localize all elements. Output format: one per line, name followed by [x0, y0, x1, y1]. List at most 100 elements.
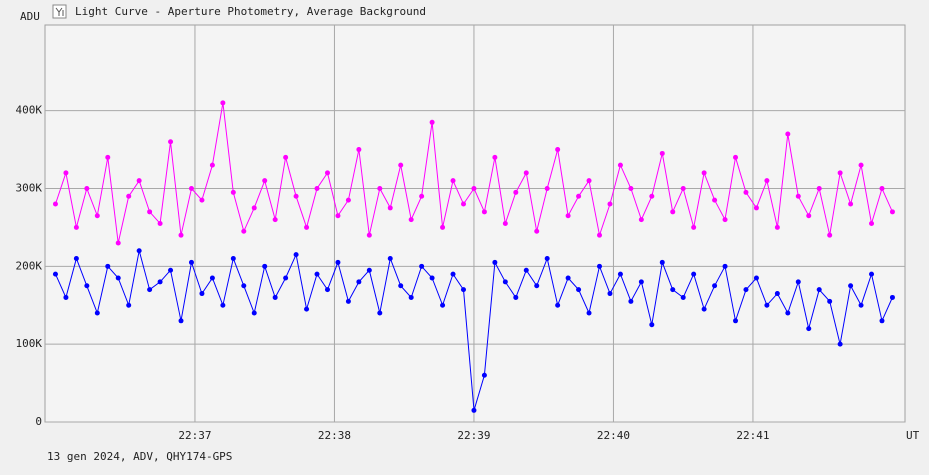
data-point: [544, 185, 550, 191]
data-point: [293, 252, 299, 258]
data-point: [534, 228, 540, 234]
data-point: [356, 279, 362, 285]
data-point: [230, 189, 236, 195]
data-point: [565, 275, 571, 281]
data-point: [157, 279, 163, 285]
data-point: [597, 263, 603, 269]
data-point: [816, 287, 822, 293]
data-point: [523, 170, 529, 176]
data-point: [555, 147, 561, 153]
data-point: [858, 162, 864, 168]
data-point: [722, 263, 728, 269]
data-point: [753, 275, 759, 281]
data-point: [115, 240, 121, 246]
data-point: [178, 232, 184, 238]
data-point: [827, 298, 833, 304]
data-point: [837, 170, 843, 176]
data-point: [136, 178, 142, 184]
data-point: [168, 139, 174, 145]
x-tick-label: 22:39: [457, 429, 490, 442]
data-point: [324, 287, 330, 293]
data-point: [680, 294, 686, 300]
data-point: [638, 279, 644, 285]
data-point: [73, 256, 79, 262]
y-tick-label: 400K: [16, 104, 43, 117]
data-point: [283, 275, 289, 281]
data-point: [199, 291, 205, 297]
data-point: [304, 224, 310, 230]
data-point: [115, 275, 121, 281]
data-point: [398, 283, 404, 289]
data-point: [178, 318, 184, 324]
data-point: [387, 205, 393, 211]
data-point: [502, 221, 508, 226]
data-point: [576, 193, 582, 199]
data-point: [408, 294, 414, 300]
data-point: [241, 283, 247, 289]
data-point: [262, 178, 268, 184]
data-point: [806, 326, 812, 332]
data-point: [429, 119, 435, 125]
data-point: [377, 185, 383, 191]
data-point: [691, 224, 697, 230]
data-point: [188, 259, 194, 265]
data-point: [638, 217, 644, 223]
y-tick-label: 0: [35, 415, 42, 428]
data-point: [858, 302, 864, 308]
data-point: [764, 302, 770, 308]
y-tick-label: 200K: [16, 259, 43, 272]
data-point: [837, 341, 843, 347]
data-point: [785, 131, 791, 137]
data-point: [879, 185, 885, 191]
data-point: [492, 154, 498, 160]
data-point: [84, 185, 90, 191]
data-point: [429, 275, 435, 281]
data-point: [199, 197, 205, 203]
data-point: [670, 209, 676, 215]
y-axis-label: ADU: [20, 10, 40, 23]
data-point: [440, 224, 446, 230]
data-point: [241, 228, 247, 234]
data-point: [544, 256, 550, 262]
data-point: [52, 201, 58, 207]
data-point: [889, 294, 895, 300]
data-point: [607, 201, 613, 207]
data-point: [649, 322, 655, 328]
data-point: [607, 291, 613, 297]
data-point: [377, 310, 383, 316]
data-point: [314, 185, 320, 191]
data-point: [168, 267, 174, 273]
data-point: [848, 283, 854, 289]
x-tick-label: 22:38: [318, 429, 351, 442]
data-point: [659, 259, 665, 265]
x-tick-label: 22:37: [178, 429, 211, 442]
x-tick-label: 22:40: [597, 429, 630, 442]
data-point: [136, 248, 142, 254]
data-point: [649, 193, 655, 199]
data-point: [879, 318, 885, 324]
data-point: [806, 213, 812, 219]
data-point: [105, 263, 111, 269]
data-point: [680, 185, 686, 191]
data-point: [869, 221, 875, 226]
data-point: [440, 302, 446, 308]
data-point: [848, 201, 854, 207]
data-point: [628, 298, 634, 304]
data-point: [460, 287, 466, 293]
data-point: [209, 275, 215, 281]
data-point: [408, 217, 414, 223]
x-tick-label: 22:41: [736, 429, 769, 442]
data-point: [272, 217, 278, 223]
data-point: [502, 279, 508, 285]
data-point: [471, 407, 477, 413]
data-point: [345, 298, 351, 304]
data-point: [419, 263, 425, 269]
data-point: [398, 162, 404, 168]
data-point: [220, 100, 226, 106]
data-point: [356, 147, 362, 153]
data-point: [63, 294, 69, 300]
x-axis-label: UT: [906, 429, 920, 442]
data-point: [586, 310, 592, 316]
data-point: [774, 291, 780, 297]
data-point: [450, 271, 456, 277]
